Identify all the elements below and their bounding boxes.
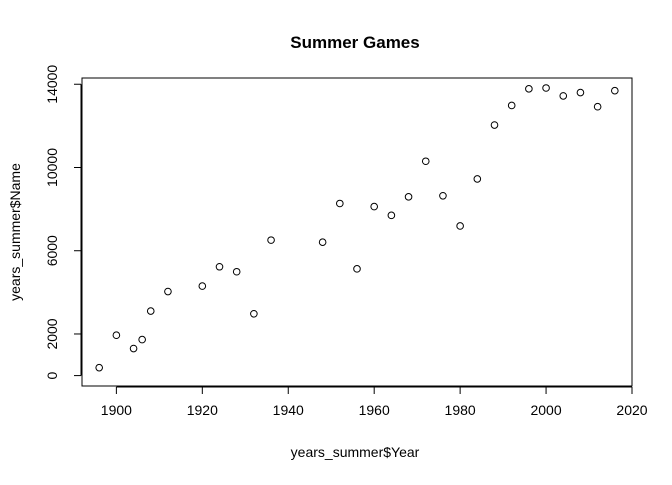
data-point [198, 282, 207, 290]
y-axis-label: years_summer$Name [7, 163, 23, 301]
data-point [456, 222, 464, 230]
data-point [439, 191, 447, 200]
data-point [525, 85, 533, 93]
data-point [593, 102, 602, 111]
data-point [215, 262, 224, 271]
x-axis-label: years_summer$Year [291, 444, 420, 460]
plot-frame [81, 77, 633, 387]
data-point [336, 199, 344, 208]
y-axis: 0 2000 6000 10000 14000 [44, 65, 82, 379]
data-point [112, 331, 121, 340]
data-point [318, 238, 327, 246]
data-point [353, 265, 361, 273]
data-point [611, 86, 619, 95]
data-point [129, 344, 138, 353]
data-point [421, 157, 430, 166]
y-tick-label: 14000 [44, 65, 60, 104]
x-axis: 1900 1920 1940 1960 1980 2000 2020 [101, 386, 648, 418]
data-point [146, 307, 155, 315]
y-tick-label: 0 [44, 371, 60, 379]
chart-title: Summer Games [290, 33, 419, 52]
data-point [490, 121, 499, 129]
x-tick-label: 1960 [359, 402, 390, 418]
data-point [542, 84, 550, 92]
data-point [387, 211, 396, 220]
data-point [507, 101, 516, 110]
x-tick-label: 1980 [445, 402, 476, 418]
data-point [370, 202, 378, 211]
x-tick-label: 1900 [101, 402, 132, 418]
data-point [138, 335, 146, 344]
x-tick-label: 2020 [616, 402, 647, 418]
y-tick-label: 2000 [44, 318, 60, 349]
data-point [232, 267, 241, 276]
x-tick-label: 1940 [273, 402, 304, 418]
data-point [473, 175, 482, 183]
data-point [576, 88, 585, 97]
data-point [95, 363, 103, 372]
x-tick-label: 2000 [530, 402, 561, 418]
data-point [267, 236, 275, 244]
data-point [559, 92, 568, 100]
y-tick-label: 6000 [44, 235, 60, 266]
data-point [404, 193, 413, 201]
x-tick-label: 1920 [187, 402, 218, 418]
data-points [95, 84, 619, 372]
y-tick-label: 10000 [44, 148, 60, 187]
data-point [164, 287, 172, 296]
data-point [250, 309, 258, 318]
